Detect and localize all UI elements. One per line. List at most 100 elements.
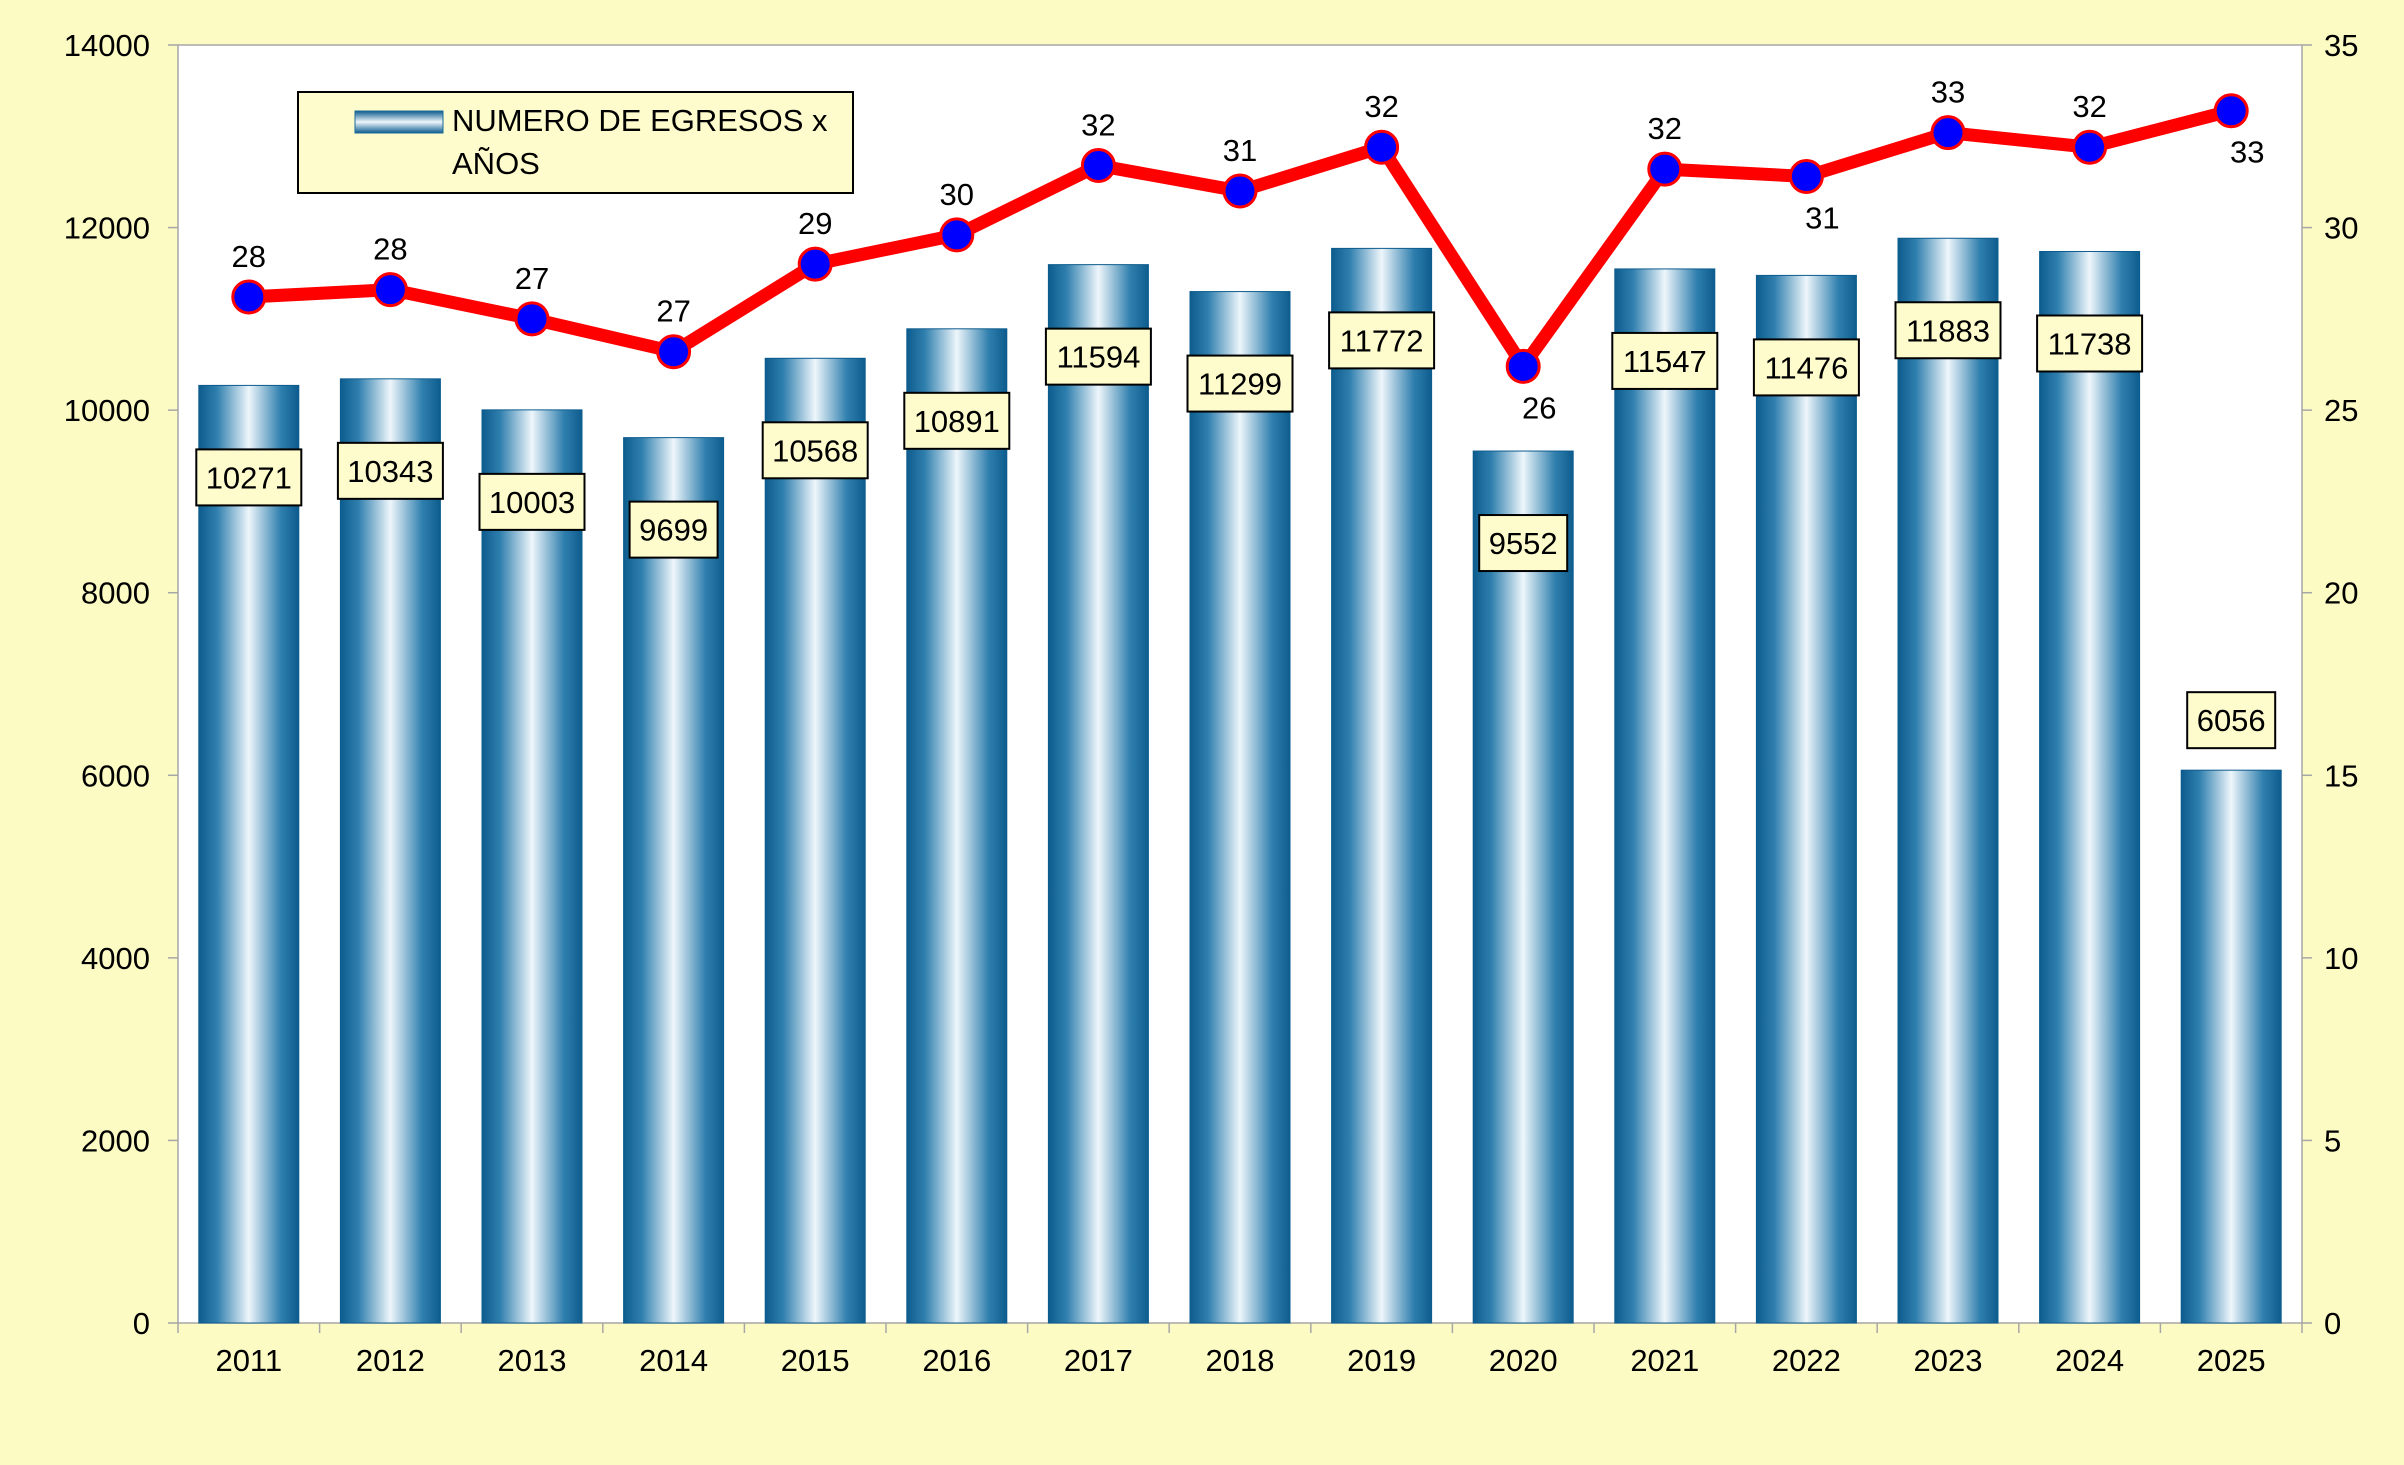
bar-value-box	[903, 391, 1011, 450]
bar-value-box	[2036, 314, 2144, 373]
line-point-label: 26	[1522, 390, 1556, 425]
bar-2017	[1047, 264, 1149, 1324]
line-point-2013	[514, 301, 550, 337]
bar-2011	[198, 384, 300, 1324]
bar-value-box	[1044, 327, 1152, 386]
line-point-label: 33	[1931, 75, 1965, 110]
line-point-2024	[2072, 129, 2108, 165]
y-right-tick-label: 35	[2324, 28, 2358, 63]
x-tick-label: 2021	[1630, 1343, 1699, 1378]
bar-value-label: 10568	[772, 433, 858, 468]
line-point-label: 30	[940, 177, 974, 212]
line-point-2023	[1930, 115, 1966, 151]
line-point-label: 28	[232, 239, 266, 274]
bar-value-label: 11772	[1340, 323, 1424, 358]
y-left-tick-label: 4000	[81, 941, 150, 976]
bar-value-label: 6056	[2197, 703, 2266, 738]
x-tick-label: 2016	[922, 1343, 991, 1378]
bar-2012	[339, 378, 441, 1324]
line-point-label: 27	[656, 294, 690, 329]
y-left-tick-label: 6000	[81, 758, 150, 793]
line-layer	[231, 93, 2249, 384]
labels-layer: 28 28 27 27 29 30 32 31 32 26 32 31 33 32 33 10271 10343…	[195, 75, 2277, 750]
line-point-2018	[1222, 173, 1258, 209]
x-tick-label: 2025	[2197, 1343, 2266, 1378]
bar-2014	[623, 437, 725, 1324]
bar-value-box	[1752, 338, 1860, 397]
line-point-label: 27	[515, 261, 549, 296]
bar-value-label: 11476	[1764, 350, 1848, 385]
bar-2024	[2039, 250, 2141, 1324]
bar-value-box	[195, 448, 303, 507]
x-tick-label: 2014	[639, 1343, 708, 1378]
y-right-tick-label: 15	[2324, 758, 2358, 793]
y-right-tick-label: 30	[2324, 211, 2358, 246]
bar-value-label: 9552	[1489, 526, 1558, 561]
line-point-2022	[1788, 158, 1824, 194]
bar-2019	[1331, 247, 1433, 1324]
bar-value-label: 10343	[347, 454, 433, 489]
line-point-label: 31	[1223, 133, 1257, 168]
line-point-2025	[2213, 93, 2249, 129]
bar-value-label: 10003	[489, 485, 575, 520]
bar-value-box	[628, 500, 719, 559]
x-tick-label: 2019	[1347, 1343, 1416, 1378]
bar-value-box	[1611, 331, 1719, 390]
x-tick-label: 2022	[1772, 1343, 1841, 1378]
y-left-tick-label: 0	[133, 1306, 150, 1341]
bar-2023	[1897, 237, 1999, 1324]
line-point-2016	[939, 217, 975, 253]
bar-2025	[2180, 769, 2282, 1324]
line-point-2012	[372, 272, 408, 308]
bar-value-box	[1894, 301, 2002, 360]
y-left-tick-label: 10000	[64, 393, 150, 428]
bar-value-box	[1478, 514, 1569, 573]
line-point-2020	[1505, 348, 1541, 384]
line-point-label: 32	[2072, 89, 2106, 124]
y-left-tick-label: 12000	[64, 211, 150, 246]
bar-2018	[1189, 291, 1291, 1324]
line-point-2017	[1080, 147, 1116, 183]
x-tick-label: 2013	[498, 1343, 567, 1378]
bar-2021	[1614, 268, 1716, 1324]
bar-value-box	[761, 421, 869, 480]
line-point-label: 32	[1081, 107, 1115, 142]
y-right-tick-label: 5	[2324, 1123, 2341, 1158]
bar-value-label: 10891	[914, 404, 1000, 439]
y-right-tick-label: 0	[2324, 1306, 2341, 1341]
bar-value-label: 9699	[639, 513, 708, 548]
bar-value-label: 11883	[1906, 313, 1990, 348]
bar-value-box	[1186, 354, 1294, 413]
y-left-tick-label: 2000	[81, 1123, 150, 1158]
line-point-label: 29	[798, 206, 832, 241]
line-point-2019	[1364, 129, 1400, 165]
bar-2020	[1472, 450, 1574, 1324]
line-point-2011	[231, 279, 267, 315]
bar-value-label: 11547	[1623, 344, 1707, 379]
legend-swatch	[354, 110, 444, 134]
x-tick-label: 2020	[1489, 1343, 1558, 1378]
legend-box	[297, 91, 854, 194]
line-point-label: 32	[1648, 111, 1682, 146]
x-tick-label: 2017	[1064, 1343, 1133, 1378]
legend-label-line-2: AÑOS	[452, 146, 540, 181]
bar-value-box	[336, 441, 444, 500]
bar-2015	[764, 357, 866, 1324]
axes-layer: 0 2000 4000 6000 8000 10000 12000 14000 0 5 10 15 20…	[64, 28, 2359, 1378]
bar-value-box	[478, 472, 586, 531]
line-point-label: 31	[1805, 200, 1839, 235]
bar-2013	[481, 409, 583, 1324]
y-left-tick-label: 8000	[81, 576, 150, 611]
bar-value-label: 10271	[206, 460, 292, 495]
line-point-2015	[797, 246, 833, 282]
x-tick-label: 2015	[781, 1343, 850, 1378]
legend-label-line-1: NUMERO DE EGRESOS x	[452, 103, 828, 138]
x-tick-label: 2023	[1914, 1343, 1983, 1378]
legend: NUMERO DE EGRESOS x AÑOS	[297, 91, 854, 194]
bar-value-box	[1328, 311, 1436, 370]
line-point-label: 32	[1364, 89, 1398, 124]
bar-value-label: 11299	[1198, 367, 1282, 402]
y-right-tick-label: 10	[2324, 941, 2358, 976]
